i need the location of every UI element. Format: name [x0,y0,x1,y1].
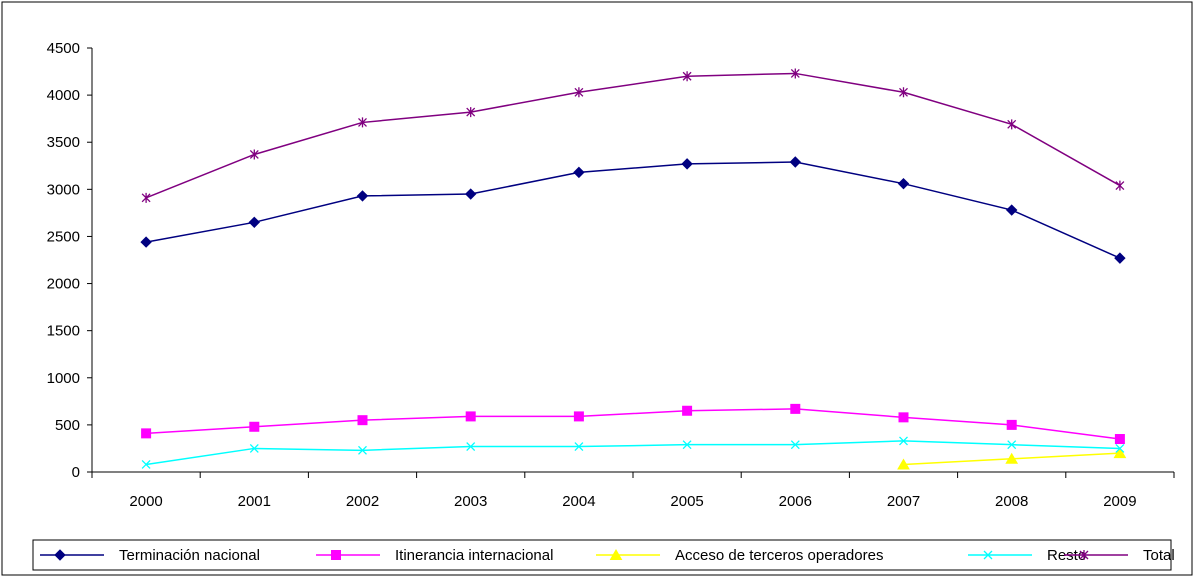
data-point-marker [1113,447,1127,459]
series-1 [141,403,1125,445]
y-tick-label: 4000 [47,87,80,104]
data-point-marker [790,68,800,79]
axes: 0 500 1000 1500 2000 2500 3000 3500 4000 4500 2000… [47,40,1175,510]
series-2 [897,447,1127,470]
data-point-marker [358,117,367,128]
data-point-marker [1115,443,1125,453]
x-tick-label: 2004 [562,493,595,510]
data-point-marker [141,428,152,439]
data-point-marker [682,440,692,450]
x-tick-label: 2007 [887,493,920,510]
legend-swatch-marker [1079,550,1089,560]
legend-label: Total [1143,547,1175,564]
data-point-marker [1114,434,1125,445]
data-point-marker [358,445,367,455]
y-tick-label: 0 [72,464,80,481]
legend-swatch-marker [331,550,341,560]
series-line-1 [146,408,1120,440]
y-tick-label: 3000 [47,181,80,198]
data-point-marker [466,107,476,118]
series-line-0 [145,161,1121,259]
series-3 [141,436,1125,469]
x-tick-label: 2001 [238,493,271,510]
data-point-marker [682,405,693,416]
data-point-marker [898,412,909,423]
data-point-marker [140,236,152,248]
data-point-marker [790,403,801,414]
legend: Terminación nacional Itinerancia internac… [32,539,1175,571]
y-tick-label: 3500 [47,134,80,151]
x-tick-label: 2005 [670,493,703,510]
data-point-marker [573,166,585,179]
y-tick-label: 500 [55,417,80,434]
data-point-marker [465,411,476,422]
data-point-marker [573,411,584,422]
data-point-marker [464,188,477,200]
data-point-marker [249,421,260,432]
y-tick-label: 1000 [47,370,80,387]
y-tick-label: 2500 [47,228,80,245]
data-point-marker [1007,119,1017,130]
data-point-marker [141,192,151,203]
data-point-marker [1006,419,1017,430]
y-tick-label: 2000 [47,276,80,293]
data-point-marker [466,442,476,452]
x-tick-label: 2002 [346,493,379,510]
data-point-marker [681,158,693,170]
data-point-marker [574,442,584,452]
series-0 [140,156,1126,264]
data-point-marker [1115,180,1125,191]
x-tick-label: 2008 [995,493,1028,510]
data-point-marker [682,71,692,82]
legend-entry-2: Acceso de terceros operadores [596,547,883,564]
legend-swatch-marker [54,549,66,561]
legend-entry-4: Total [1064,547,1175,564]
legend-label: Terminación nacional [119,547,260,564]
legend-swatch-marker [609,549,623,560]
series-line-4 [145,72,1121,199]
x-tick-label: 2003 [454,493,487,510]
x-tick-label: 2009 [1103,493,1136,510]
data-point-marker [248,216,261,229]
x-tick-label: 2000 [129,493,162,510]
data-point-marker [1005,452,1019,464]
data-point-marker [574,87,584,98]
data-point-marker [789,156,802,168]
data-point-marker [899,436,908,446]
data-point-marker [899,87,908,98]
data-point-marker [897,458,910,470]
data-point-marker [1007,440,1017,450]
data-point-marker [249,149,259,160]
data-point-marker [357,415,368,426]
y-tick-label: 4500 [47,40,80,57]
legend-entry-0: Terminación nacional [40,547,260,564]
series-4 [141,68,1125,203]
data-point-marker [141,460,151,469]
legend-label: Acceso de terceros operadores [675,547,883,564]
legend-swatch-marker [983,550,993,560]
legend-label: Itinerancia internacional [395,547,553,564]
legend-entry-1: Itinerancia internacional [316,547,553,564]
data-point-marker [356,190,369,202]
series-layer [140,68,1127,470]
data-point-marker [897,177,910,190]
data-point-marker [249,443,259,453]
series-line-3 [145,440,1120,466]
data-point-marker [1114,252,1126,264]
data-point-marker [1005,204,1018,216]
y-tick-label: 1500 [47,323,80,340]
x-tick-label: 2006 [779,493,812,510]
data-point-marker [790,440,800,450]
